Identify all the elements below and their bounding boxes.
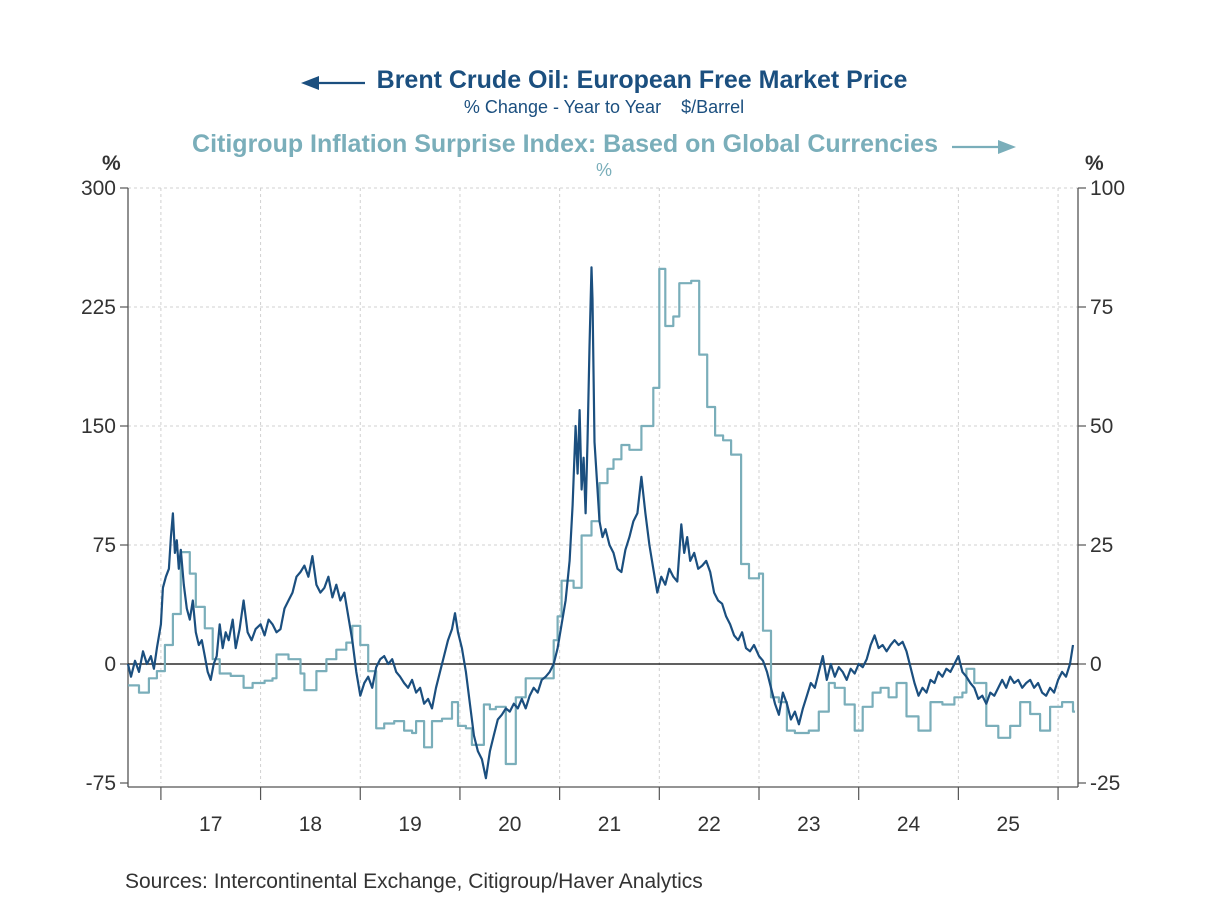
right-tick-label: 0 [1090,653,1102,676]
right-tick-label: 25 [1090,534,1113,557]
grid-lines [128,187,1078,783]
x-tick-label: 19 [398,813,421,836]
x-tick-label: 22 [697,813,720,836]
left-axis-unit: % [102,152,121,175]
arrow-left-icon [300,71,365,91]
x-tick-label: 23 [797,813,820,836]
chart-title-citi: Citigroup Inflation Surprise Index: Base… [0,130,1208,159]
x-tick-label: 20 [498,813,521,836]
right-axis-unit: % [1085,152,1104,175]
x-tick-label: 24 [897,813,921,836]
brent-title-text: Brent Crude Oil: European Free Market Pr… [376,66,908,94]
source-note: Sources: Intercontinental Exchange, Citi… [125,870,703,893]
x-tick-label: 17 [199,813,222,836]
left-tick-label: -75 [86,772,116,795]
citi-series-line [128,267,1075,766]
series-lines [126,266,1075,780]
chart-subtitle-citi: % [595,160,612,180]
right-tick-label: 50 [1090,415,1113,438]
brent-series-line [126,266,1075,780]
x-tick-label: 18 [299,813,322,836]
left-tick-label: 75 [93,534,116,557]
chart-subtitle-brent: % Change - Year to Year $/Barrel [463,97,745,117]
left-tick-label: 300 [81,177,116,200]
axes: -75 0 75 150 225 300 -25 0 25 50 75 100 17 18 19 20 21 22… [81,177,1125,836]
left-tick-label: 225 [81,296,116,319]
right-tick-label: -25 [1090,772,1120,795]
right-tick-label: 75 [1090,296,1113,319]
x-tick-label: 21 [598,813,621,836]
left-tick-label: 150 [81,415,116,438]
left-tick-label: 0 [104,653,116,676]
arrow-right-icon [951,135,1016,155]
x-tick-label: 25 [997,813,1020,836]
right-tick-label: 100 [1090,177,1125,200]
chart-title-brent: Brent Crude Oil: European Free Market Pr… [0,66,1208,95]
citi-title-text: Citigroup Inflation Surprise Index: Base… [192,130,938,158]
